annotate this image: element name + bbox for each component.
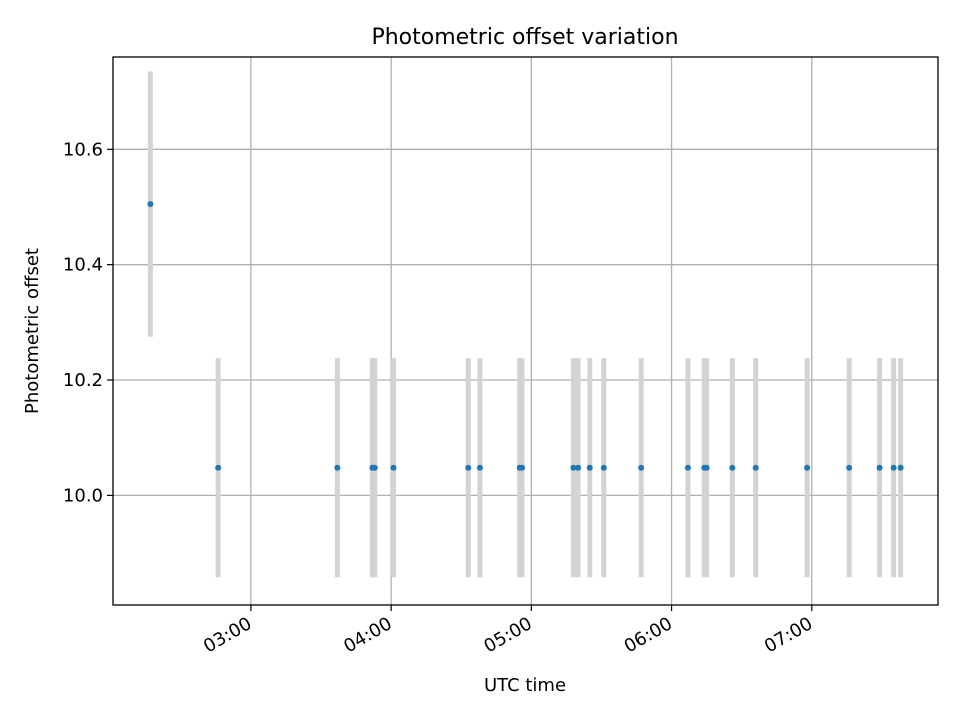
data-point [390,464,397,471]
y-tick-label: 10.2 [63,370,103,391]
data-points [147,201,904,471]
data-point [752,464,759,471]
data-point [876,464,883,471]
y-axis-label: Photometric offset [22,248,43,414]
data-point [570,464,577,471]
data-point [804,464,811,471]
data-point [215,464,222,471]
data-point [897,464,904,471]
plot-frame [112,56,939,606]
x-axis-label: UTC time [484,675,566,696]
data-point [600,464,607,471]
y-tick-label: 10.6 [63,139,103,160]
data-point [703,464,710,471]
data-point [638,464,645,471]
chart-title: Photometric offset variation [371,25,678,50]
data-point [890,464,897,471]
data-point [729,464,736,471]
grid [113,57,938,605]
data-point [518,464,525,471]
data-point [476,464,483,471]
y-tick-label: 10.4 [63,255,103,276]
data-point [575,464,582,471]
data-point [586,464,593,471]
data-point [846,464,853,471]
data-point [147,201,154,208]
data-point [684,464,691,471]
data-point [371,464,378,471]
y-tick-label: 10.0 [63,485,103,506]
data-point [465,464,472,471]
y-axis: 10.0 10.2 10.4 10.6 [63,139,113,506]
data-point [334,464,341,471]
